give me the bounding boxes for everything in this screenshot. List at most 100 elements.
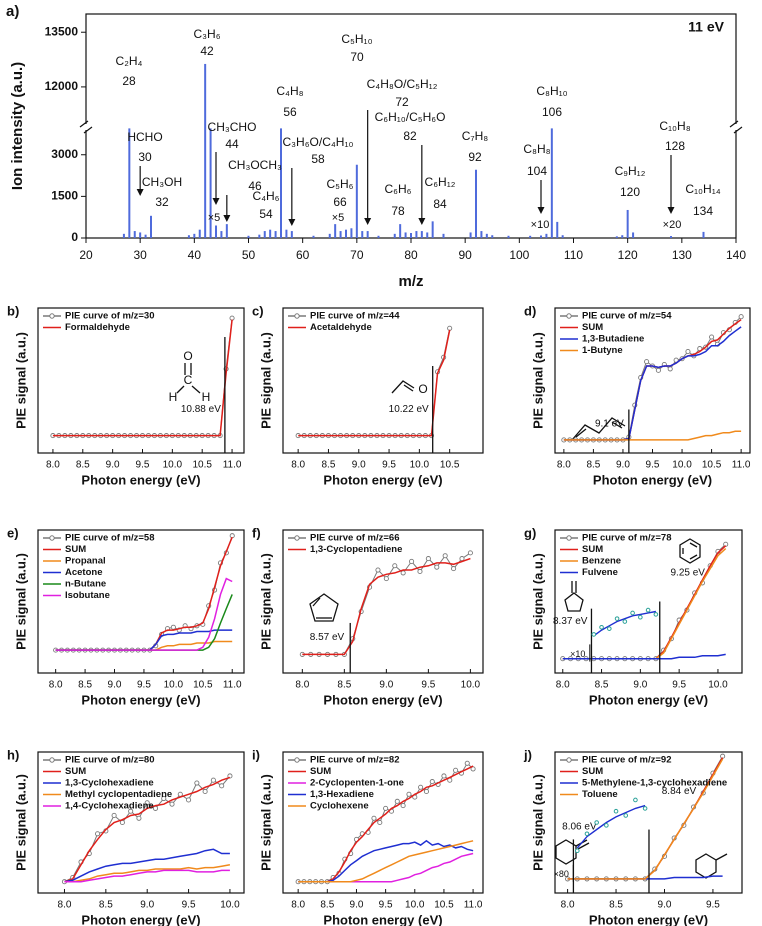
pie-data-point (95, 831, 101, 837)
y-axis-title: Ion intensity (a.u.) (9, 62, 26, 190)
axis-break-mark (83, 126, 93, 134)
legend-label: Fulvene (582, 567, 618, 578)
pie-data-point (136, 815, 142, 821)
x-tick-label: 20 (79, 248, 93, 262)
peak-mass: 72 (395, 95, 409, 109)
peak-mass: 82 (403, 129, 417, 143)
x-tick-label: 8.0 (291, 460, 305, 471)
inset-point (584, 831, 590, 837)
pie-data-point (667, 366, 673, 372)
atom-label: C (184, 373, 193, 387)
x-tick-label: 110 (564, 248, 583, 262)
pie-panel: 8.0 8.5 9.0 9.5 10.0 10.5 11.0 Photon energy (e… (252, 747, 484, 926)
peak (355, 164, 358, 238)
x-tick-label: 9.0 (658, 900, 672, 911)
x-tick-label: 11.0 (732, 460, 751, 471)
peak (150, 215, 152, 238)
energy-note: 11 eV (688, 19, 724, 35)
peak-mass: 70 (350, 50, 364, 64)
x-axis-title: Photon energy (eV) (81, 472, 200, 487)
pie-data-point (144, 800, 150, 806)
pie-data-point (409, 558, 415, 565)
x-tick-label: 8.0 (49, 680, 63, 691)
x-axis-title: Photon energy (eV) (323, 912, 442, 926)
legend-label: Isobutane (65, 590, 110, 601)
legend-label: n-Butane (65, 579, 106, 590)
peak-mass: 104 (527, 164, 547, 178)
legend-label: 1,3-Hexadiene (310, 789, 374, 800)
peak-arrow-head (212, 198, 220, 205)
peak-formula: C₇H₈ (462, 129, 488, 143)
peak (187, 235, 190, 238)
x-tick-label: 9.5 (136, 460, 150, 471)
inset-point (614, 616, 620, 621)
x-tick-label: 9.5 (182, 900, 196, 911)
inset-point (645, 607, 651, 613)
x-tick-label: 9.0 (379, 680, 393, 691)
pie-data-point (210, 777, 216, 783)
legend-label: Acetone (65, 567, 102, 578)
x-tick-label: 10.0 (405, 900, 425, 911)
x-tick-label: 10.0 (163, 460, 183, 471)
x-tick-label: 90 (458, 248, 472, 262)
axis-break-mark (729, 120, 739, 128)
pie-panel: 8.0 8.5 9.0 9.5 10.0 Photon energy (eV) PIE si… (7, 747, 245, 926)
peak-mass: 106 (542, 105, 562, 119)
peak-mass: 134 (693, 204, 713, 218)
peak (393, 233, 396, 238)
inset-point (642, 806, 648, 811)
x-tick-label: 10.5 (192, 460, 212, 471)
fit-line (55, 577, 233, 651)
peak (670, 236, 672, 238)
legend-label: SUM (582, 322, 603, 333)
peak-arrow-head (288, 219, 296, 226)
x-tick-label: 100 (509, 248, 529, 262)
peak-formula: CH₃OCH₃ (228, 158, 282, 172)
peak-arrow-head (667, 207, 675, 214)
peak-mass: 28 (122, 74, 136, 88)
legend-marker (566, 757, 572, 763)
x-tick-label: 9.0 (106, 460, 120, 471)
x-tick-label: 30 (133, 248, 147, 262)
legend-label: Propanal (65, 556, 106, 567)
peak-multiplier: ×10 (531, 219, 550, 231)
peak (258, 234, 261, 238)
peak-formula: C₅H₁₀ (341, 32, 372, 46)
y-axis-title: PIE signal (a.u.) (530, 774, 545, 871)
x-tick-label: 9.5 (137, 680, 151, 691)
peak (285, 229, 288, 238)
peak (442, 233, 445, 238)
peak (377, 235, 380, 238)
peak-formula: C₃H₆O/C₄H₁₀ (283, 135, 354, 149)
y-tick-label: 1500 (51, 189, 78, 203)
pie-data-point (434, 564, 440, 570)
y-axis-title: PIE signal (a.u.) (258, 332, 273, 429)
legend-label: Acetaldehyde (310, 322, 372, 333)
pie-panel: 8.0 8.5 9.0 9.5 10.0 10.5 11.0 Photon energy (e… (7, 525, 245, 707)
x-tick-label: 80 (404, 248, 418, 262)
inset-point (604, 823, 609, 828)
atom-label: H (169, 390, 178, 404)
threshold-label: 8.06 eV (562, 821, 597, 832)
peak (545, 233, 548, 238)
legend-label: 5-Methylene-1,3-cyclohexadiene (582, 778, 727, 789)
peak-arrow-head (223, 215, 231, 222)
peak (334, 224, 337, 238)
peak (139, 232, 142, 238)
peak-formula: CH₃OH (142, 175, 182, 189)
pie-data-point (459, 556, 465, 562)
inset-fit-line (593, 610, 657, 637)
threshold-label: 10.88 eV (181, 404, 221, 415)
pie-data-point (441, 773, 447, 779)
peak-mass: 92 (468, 150, 482, 164)
peak-mass: 56 (283, 105, 297, 119)
y-axis-title: PIE signal (a.u.) (530, 332, 545, 429)
molecule-sketches (176, 363, 728, 879)
peak (345, 229, 347, 238)
peak-formula: C₆H₆ (384, 182, 411, 196)
inset-point (623, 813, 629, 818)
x-tick-label: 8.0 (46, 460, 60, 471)
x-axis-title: m/z (398, 273, 423, 290)
peak (144, 234, 147, 238)
